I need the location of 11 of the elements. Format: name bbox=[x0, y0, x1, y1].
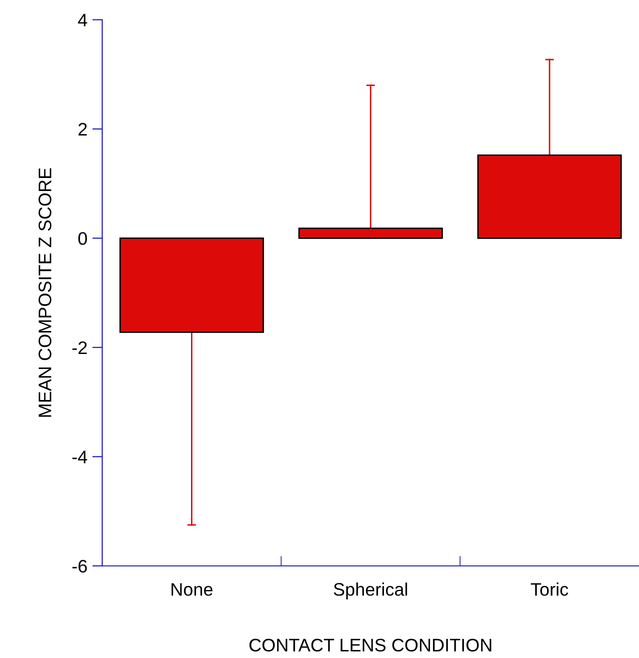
y-tick-label: 2 bbox=[78, 122, 87, 136]
y-tick-label: 4 bbox=[78, 14, 88, 26]
y-tick-label: -2 bbox=[72, 341, 87, 354]
y-tick-label: -4 bbox=[72, 450, 88, 464]
x-axis-title: CONTACT LENS CONDITION bbox=[249, 638, 492, 652]
y-tick-label: -6 bbox=[72, 560, 87, 573]
y-axis-title: MEAN COMPOSITE Z SCORE bbox=[38, 168, 52, 417]
x-tick-label: None bbox=[172, 583, 212, 596]
y-tick-label: 0 bbox=[78, 232, 87, 245]
x-tick-label: Spherical bbox=[334, 582, 408, 600]
x-tick-label: Toric bbox=[530, 582, 568, 596]
